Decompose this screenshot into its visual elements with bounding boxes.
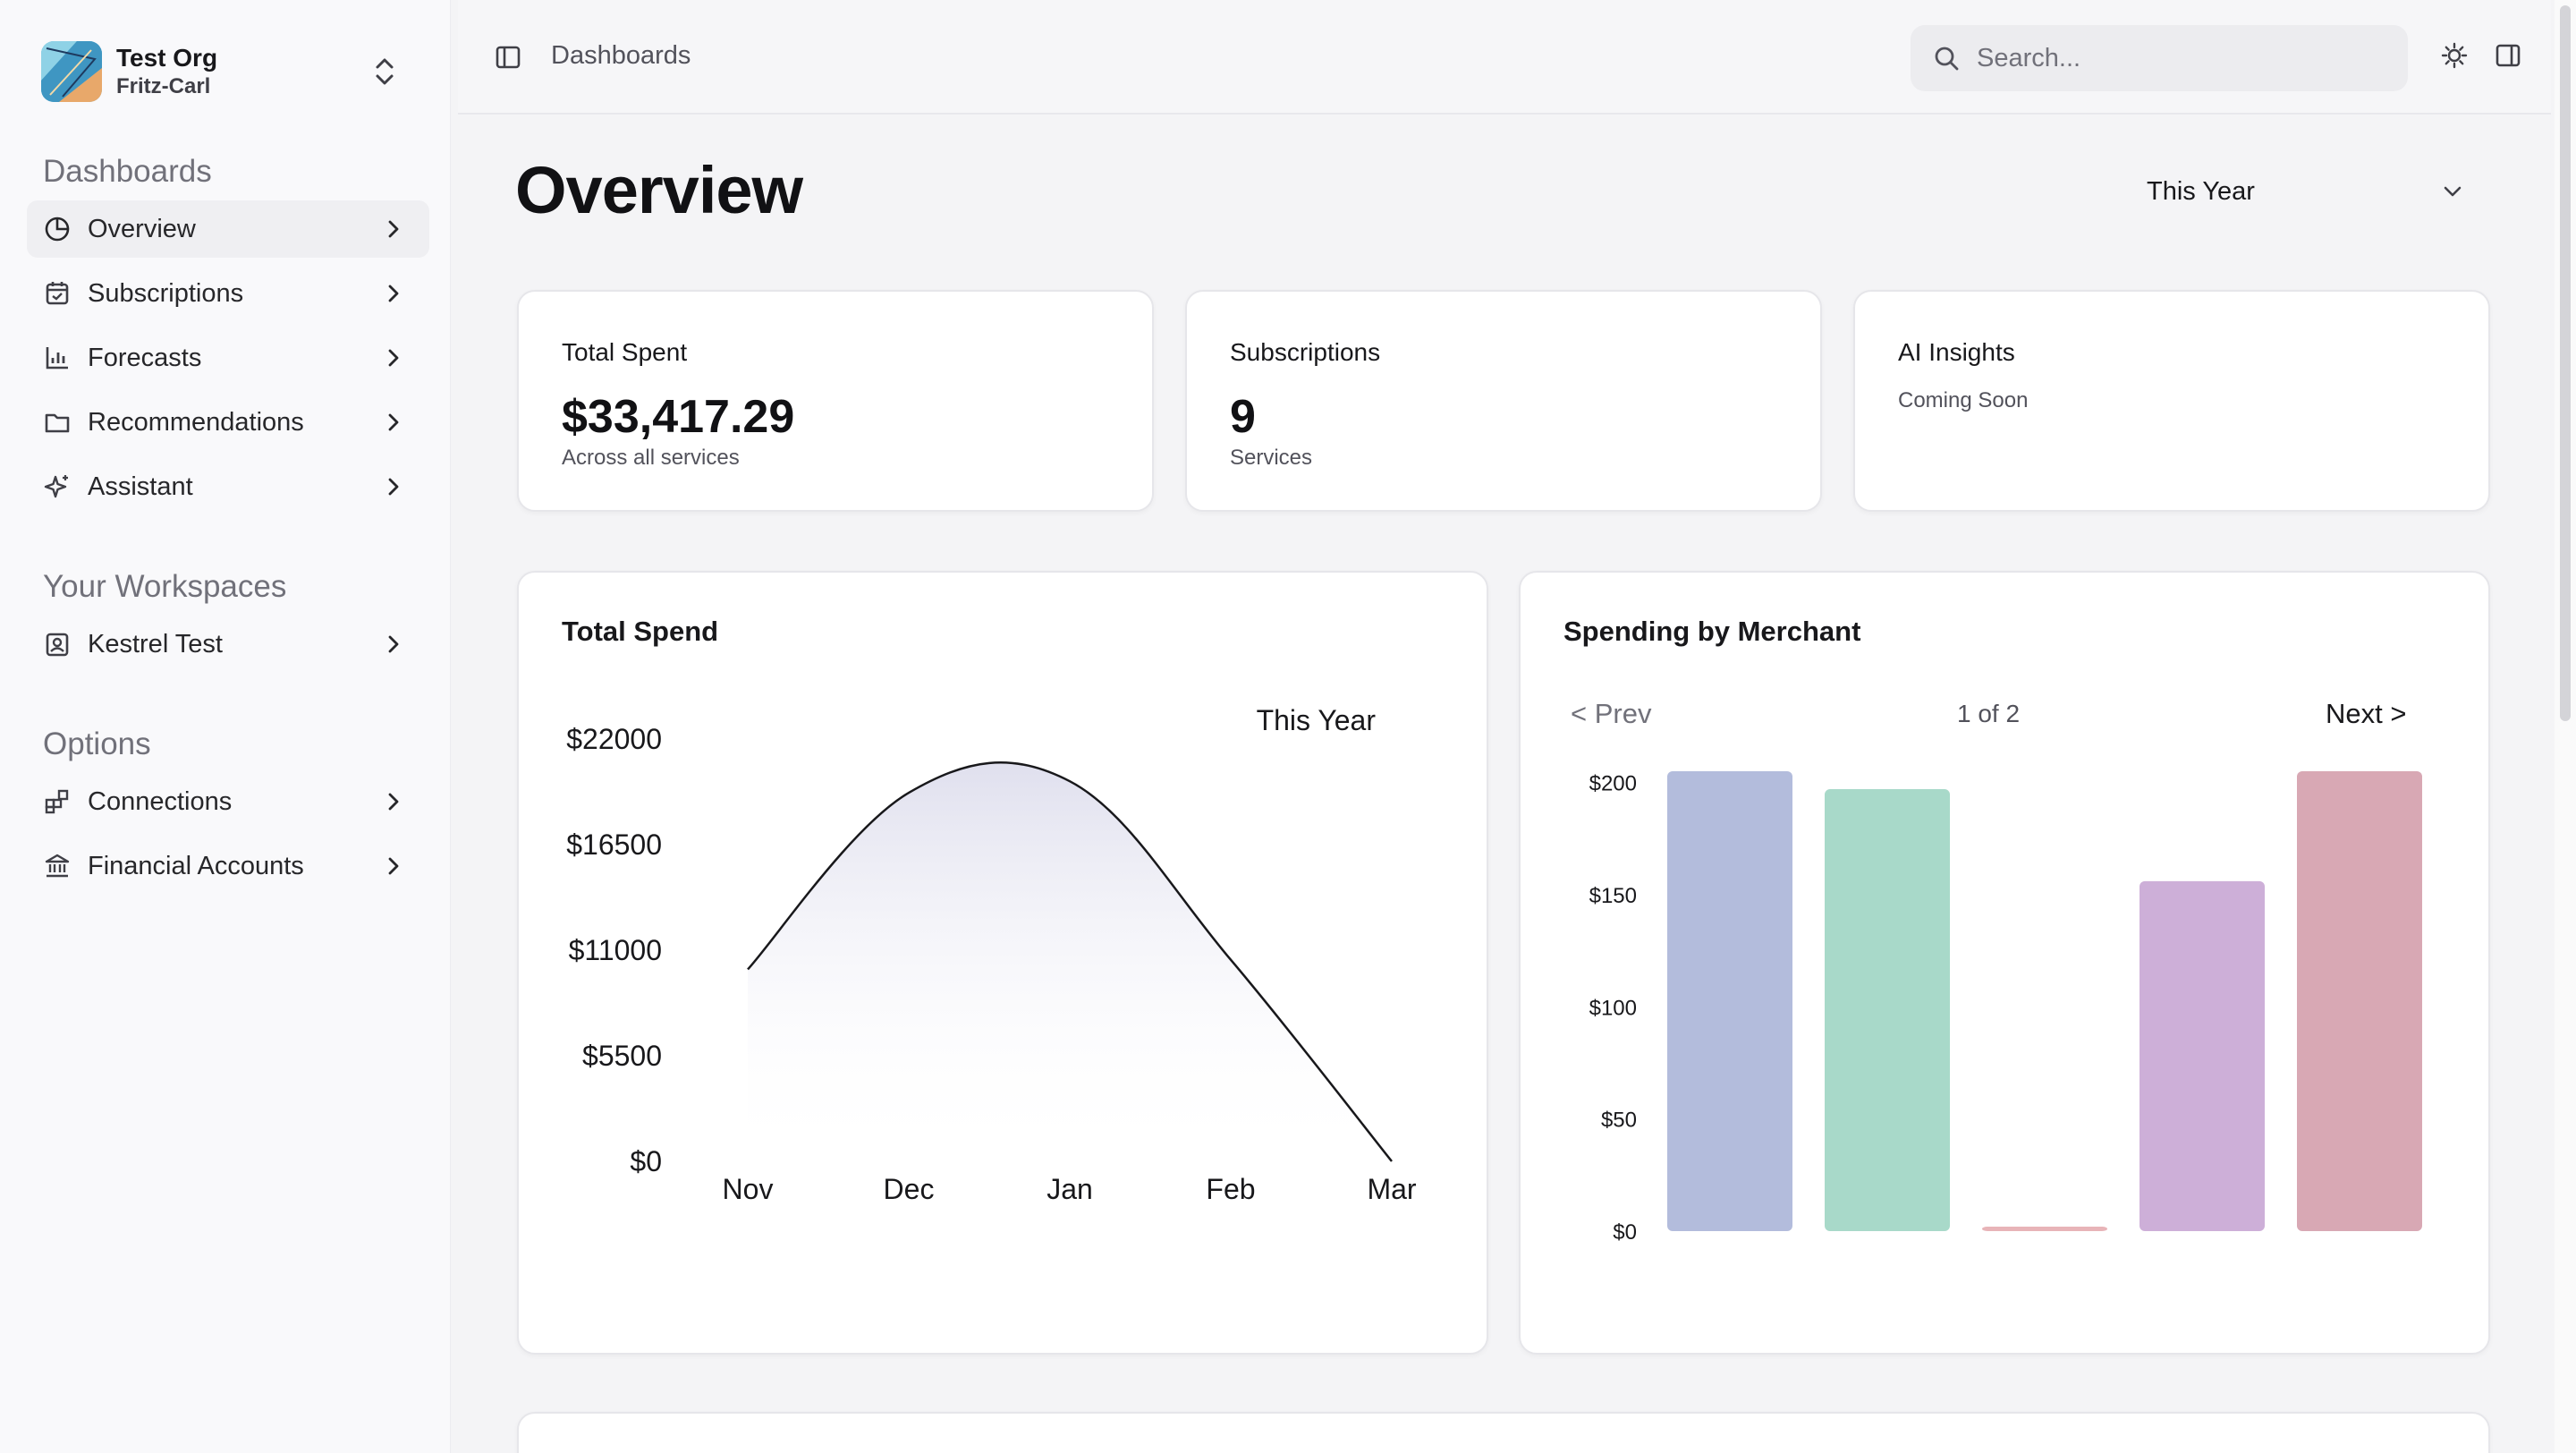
sidebar-item-label: Connections: [88, 786, 233, 816]
prev-page-button[interactable]: < Prev: [1571, 698, 1652, 729]
merchant-bar: [2140, 880, 2265, 1231]
merchant-bar: [1982, 1226, 2107, 1231]
sidebar-item-label: Financial Accounts: [88, 851, 304, 880]
sidebar-item-label: Subscriptions: [88, 278, 244, 308]
y-tick-label: $200: [1589, 772, 1637, 796]
page-title: Overview: [515, 153, 803, 227]
y-tick-label: $16500: [566, 828, 662, 861]
top-header: Dashboards: [458, 0, 2551, 115]
chevron-right-icon: [381, 789, 406, 814]
bank-icon: [43, 852, 72, 880]
stat-subtext: Coming Soon: [1898, 388, 2029, 412]
page-indicator: 1 of 2: [1957, 700, 2021, 727]
stat-label: AI Insights: [1898, 338, 2015, 366]
chevron-right-icon: [381, 345, 406, 370]
y-tick-label: $22000: [566, 723, 662, 755]
org-switcher[interactable]: Test Org Fritz-Carl: [25, 27, 428, 116]
y-tick-label: $5500: [582, 1040, 662, 1072]
chart-title: Total Spend: [562, 616, 719, 647]
sidebar-toggle-icon[interactable]: [494, 43, 522, 72]
merchant-card: Spending by Merchant < Prev 1 of 2 Next …: [1519, 571, 2490, 1355]
chevrons-up-down-icon: [372, 55, 397, 88]
search-input[interactable]: [1977, 43, 2370, 73]
contact-icon: [43, 630, 72, 659]
sun-icon[interactable]: [2440, 41, 2469, 70]
search-icon: [1932, 44, 1961, 72]
y-tick-label: $100: [1589, 996, 1637, 1020]
stat-subtext: Services: [1230, 446, 1313, 470]
sidebar-item-kestrel-test[interactable]: Kestrel Test: [27, 616, 429, 673]
scrollbar-thumb[interactable]: [2560, 5, 2571, 721]
org-name: Test Org: [116, 43, 218, 72]
calendar-icon: [43, 279, 72, 308]
area-fill: [748, 762, 1392, 1161]
total-spend-card: Total Spend $0 $5500 $11000 $16500 $22000 Nov…: [517, 571, 1488, 1355]
next-page-button[interactable]: Next >: [2326, 698, 2407, 729]
chevron-right-icon: [381, 410, 406, 435]
scrollbar[interactable]: [2555, 0, 2576, 1453]
period-select-value: This Year: [2147, 176, 2255, 206]
stat-card-subscriptions: Subscriptions 9 Services: [1185, 290, 1822, 512]
stat-label: Subscriptions: [1230, 338, 1381, 366]
chevron-right-icon: [381, 217, 406, 242]
chevron-down-icon: [2440, 179, 2465, 204]
sidebar: Test Org Fritz-Carl Dashboards Overview …: [0, 0, 451, 1453]
section-workspaces: Your Workspaces: [43, 569, 287, 604]
sidebar-item-label: Recommendations: [88, 407, 304, 437]
right-panel-toggle-icon[interactable]: [2494, 41, 2522, 70]
sidebar-item-forecasts[interactable]: Forecasts: [27, 329, 429, 387]
breadcrumb[interactable]: Dashboards: [551, 41, 691, 70]
sidebar-item-connections[interactable]: Connections: [27, 773, 429, 830]
sidebar-item-recommendations[interactable]: Recommendations: [27, 394, 429, 451]
y-tick-label: $11000: [569, 934, 662, 966]
blocks-icon: [43, 787, 72, 816]
stat-value: $33,417.29: [562, 391, 795, 443]
chevron-right-icon: [381, 474, 406, 499]
stat-card-total-spent: Total Spent $33,417.29 Across all servic…: [517, 290, 1154, 512]
section-options: Options: [43, 726, 151, 761]
pie-chart-icon: [43, 215, 72, 243]
sidebar-item-label: Forecasts: [88, 343, 202, 372]
x-tick-label: Nov: [723, 1173, 774, 1205]
period-select[interactable]: This Year: [2147, 165, 2478, 218]
folder-icon: [43, 408, 72, 437]
merchant-bar: [1667, 771, 1792, 1231]
y-tick-label: $0: [1613, 1220, 1637, 1245]
stat-card-ai-insights: AI Insights Coming Soon: [1853, 290, 2490, 512]
stat-subtext: Across all services: [562, 446, 740, 470]
y-tick-label: $0: [630, 1145, 662, 1177]
y-tick-label: $50: [1601, 1109, 1637, 1133]
sidebar-item-subscriptions[interactable]: Subscriptions: [27, 265, 429, 322]
series-line: [747, 761, 1393, 1162]
org-logo: [41, 41, 102, 102]
merchant-bar-chart: $0 $50 $100 $150 $200: [1589, 771, 2422, 1245]
sidebar-item-label: Assistant: [88, 472, 193, 501]
chart-title: Spending by Merchant: [1563, 616, 1861, 647]
sidebar-item-assistant[interactable]: Assistant: [27, 458, 429, 515]
next-card: [517, 1412, 2490, 1453]
sidebar-item-overview[interactable]: Overview: [27, 200, 429, 258]
y-tick-label: $150: [1589, 884, 1637, 908]
chevron-right-icon: [381, 854, 406, 879]
bar-chart-icon: [43, 344, 72, 372]
search-box[interactable]: [1911, 25, 2408, 91]
sidebar-item-financial-accounts[interactable]: Financial Accounts: [27, 837, 429, 895]
org-user: Fritz-Carl: [116, 74, 211, 99]
stat-value: 9: [1230, 391, 1256, 443]
x-tick-label: Jan: [1046, 1173, 1093, 1205]
stat-label: Total Spent: [562, 338, 688, 366]
x-tick-label: Dec: [884, 1173, 935, 1205]
sparkles-icon: [43, 472, 72, 501]
total-spend-chart: $0 $5500 $11000 $16500 $22000 Nov Dec Jan Feb Mar…: [566, 704, 1417, 1205]
section-dashboards: Dashboards: [43, 154, 212, 189]
merchant-bar: [1825, 789, 1950, 1231]
merchant-bar: [2297, 771, 2422, 1231]
x-tick-label: Feb: [1206, 1173, 1255, 1205]
legend-label: This Year: [1257, 704, 1377, 736]
x-tick-label: Mar: [1367, 1173, 1416, 1205]
sidebar-item-label: Overview: [88, 214, 196, 243]
chevron-right-icon: [381, 632, 406, 657]
sidebar-item-label: Kestrel Test: [88, 629, 223, 659]
chevron-right-icon: [381, 281, 406, 306]
